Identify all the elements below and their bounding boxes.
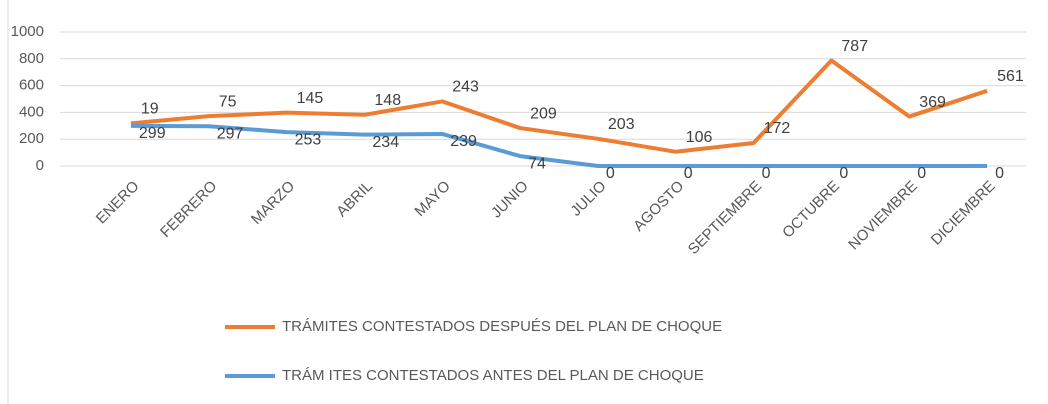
data-label: 239	[450, 133, 477, 150]
legend-label: TRÁMITES CONTESTADOS DESPUÉS DEL PLAN DE…	[282, 318, 722, 335]
data-label: 0	[995, 165, 1004, 182]
y-tick-label: 800	[19, 50, 44, 67]
x-tick-label: JUNIO	[488, 178, 532, 222]
y-tick-label: 0	[36, 157, 44, 174]
data-label: 234	[372, 134, 399, 151]
x-tick-label: MARZO	[248, 178, 298, 228]
y-tick-label: 1000	[11, 23, 44, 40]
data-label: 0	[606, 165, 615, 182]
data-label: 148	[374, 92, 401, 109]
data-label: 0	[917, 165, 926, 182]
x-tick-label: FEBRERO	[157, 178, 220, 241]
data-label: 75	[219, 93, 237, 110]
legend-label: TRÁM ITES CONTESTADOS ANTES DEL PLAN DE …	[282, 367, 704, 384]
y-tick-label: 200	[19, 130, 44, 147]
x-tick-label: NOVIEMBRE	[845, 178, 921, 254]
data-label: 787	[841, 38, 868, 55]
data-label: 19	[141, 101, 159, 118]
x-tick-label: DICIEMBRE	[928, 178, 999, 249]
x-tick-label: OCTUBRE	[779, 178, 843, 242]
data-label: 209	[530, 105, 557, 122]
data-label: 0	[684, 165, 693, 182]
data-label: 145	[297, 90, 324, 107]
x-tick-label: SEPTIEMBRE	[685, 178, 765, 258]
data-label: 253	[295, 131, 322, 148]
data-label: 561	[997, 68, 1024, 85]
x-tick-label: ABRIL	[333, 178, 376, 221]
data-label: 369	[919, 94, 946, 111]
data-label: 74	[528, 155, 546, 172]
data-label: 299	[139, 125, 166, 142]
x-tick-label: JULIO	[567, 178, 609, 220]
data-label: 106	[686, 129, 713, 146]
data-label: 203	[608, 116, 635, 133]
series-line	[130, 58, 988, 154]
y-tick-label: 600	[19, 77, 44, 94]
x-tick-label: ENERO	[93, 178, 143, 228]
data-label: 0	[839, 165, 848, 182]
data-label: 172	[764, 120, 791, 137]
data-label: 243	[452, 79, 479, 96]
x-tick-label: MAYO	[411, 178, 453, 220]
series-line	[130, 123, 988, 168]
data-label: 297	[217, 125, 244, 142]
x-tick-label: AGOSTO	[630, 178, 687, 235]
data-label: 0	[762, 165, 771, 182]
y-tick-label: 400	[19, 103, 44, 120]
